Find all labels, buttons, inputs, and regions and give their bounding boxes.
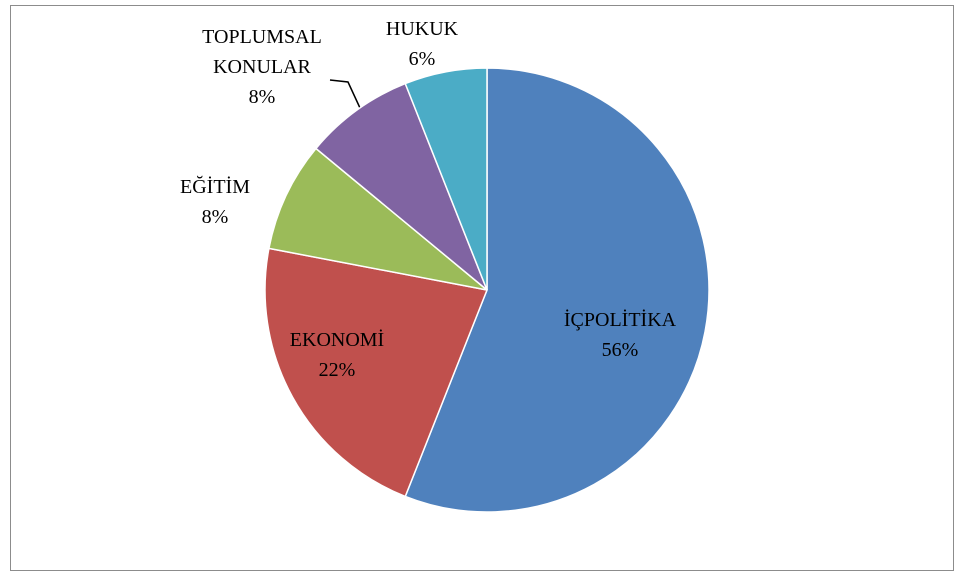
pie-slice — [404, 67, 710, 513]
category-label: EKONOMİ — [289, 329, 385, 351]
pie-slice — [314, 82, 488, 291]
value-label: 8% — [201, 206, 229, 228]
value-label: 56% — [601, 339, 639, 361]
value-label: 6% — [408, 48, 436, 70]
slice-label: TOPLUMSAL KONULAR 8% — [177, 22, 347, 112]
category-label: TOPLUMSAL KONULAR — [202, 26, 322, 78]
category-label: HUKUK — [385, 18, 459, 40]
leader-line — [329, 79, 361, 109]
category-label: İÇPOLİTİKA — [563, 309, 677, 331]
pie-slice — [268, 147, 488, 291]
value-label: 22% — [318, 359, 356, 381]
pie-slice — [264, 247, 489, 498]
slice-label: EKONOMİ 22% — [237, 325, 437, 385]
slice-label: İÇPOLİTİKA 56% — [520, 305, 720, 365]
value-label: 8% — [248, 86, 276, 108]
category-label: EĞİTİM — [180, 176, 250, 198]
slice-label: EĞİTİM 8% — [115, 172, 315, 232]
slice-label: HUKUK 6% — [362, 14, 482, 74]
pie-slice — [404, 67, 488, 291]
